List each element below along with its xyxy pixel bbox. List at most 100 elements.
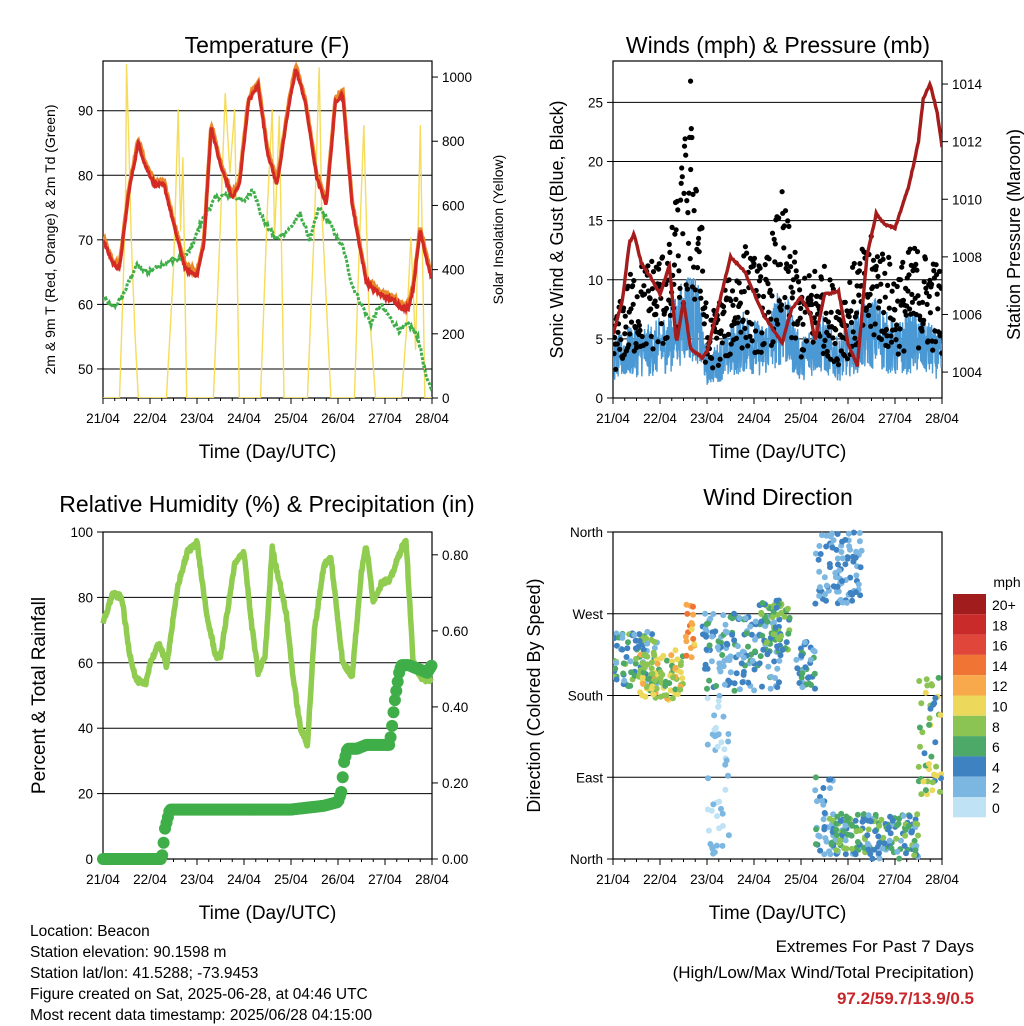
direction-point <box>713 842 720 849</box>
direction-point <box>916 724 923 731</box>
direction-point <box>848 832 855 839</box>
direction-point <box>815 556 822 563</box>
station-info: Location: Beacon Station elevation: 90.1… <box>30 921 372 1026</box>
direction-point <box>719 810 726 817</box>
direction-point <box>714 743 721 750</box>
gust-point <box>671 262 678 268</box>
direction-point <box>875 833 882 840</box>
gust-point <box>659 254 666 260</box>
gust-point <box>688 126 694 132</box>
direction-point <box>679 675 686 682</box>
direction-point <box>929 787 936 794</box>
direction-point <box>639 674 646 681</box>
y-right-tick-label: 0.20 <box>442 776 468 791</box>
gust-point <box>675 253 681 259</box>
gust-point <box>822 337 828 343</box>
gust-point <box>870 257 877 263</box>
gust-point <box>738 329 744 335</box>
direction-point <box>735 651 742 658</box>
direction-point <box>747 623 754 630</box>
precip-point <box>425 659 438 672</box>
direction-point <box>690 611 697 618</box>
direction-point <box>821 824 828 830</box>
direction-point <box>683 638 690 645</box>
direction-point <box>670 674 677 681</box>
direction-point <box>902 832 909 839</box>
direction-point <box>812 787 819 794</box>
gust-point <box>682 136 688 142</box>
gust-point <box>636 322 643 328</box>
direction-point <box>711 712 718 719</box>
direction-point <box>649 670 656 677</box>
gust-point <box>719 340 725 346</box>
rh-plot-area <box>97 537 438 865</box>
y-tick-label: 5 <box>595 332 603 347</box>
gust-point <box>684 198 690 204</box>
direction-point <box>930 701 937 708</box>
x-tick-label: 26/04 <box>831 411 865 426</box>
direction-point <box>858 547 865 554</box>
direction-point <box>644 653 651 660</box>
direction-point <box>845 530 852 537</box>
legend-label: 0 <box>992 800 1000 816</box>
gust-point <box>733 335 740 341</box>
y-tick-label: East <box>576 770 603 785</box>
gust-point <box>890 317 896 323</box>
gust-point <box>899 264 905 270</box>
direction-point <box>821 574 828 581</box>
direction-point <box>620 660 627 667</box>
gust-point <box>676 294 683 300</box>
direction-point <box>648 659 655 666</box>
gust-point <box>832 340 838 347</box>
gust-point <box>938 331 942 337</box>
gust-point <box>650 346 656 352</box>
direction-point <box>764 639 770 646</box>
gust-point <box>866 302 873 308</box>
direction-point <box>922 689 929 696</box>
direction-point <box>903 850 909 857</box>
x-tick-label: 28/04 <box>415 411 449 426</box>
gust-point <box>848 308 854 314</box>
gust-point <box>773 317 780 323</box>
direction-plot-area <box>613 529 945 862</box>
gust-point <box>905 288 911 294</box>
gust-point <box>797 287 803 293</box>
gust-point <box>906 272 912 278</box>
direction-point <box>669 658 676 665</box>
y-right-tick-label: 1008 <box>952 250 982 265</box>
gust-point <box>820 350 826 357</box>
gust-point <box>626 342 632 348</box>
gust-point <box>896 343 903 349</box>
gust-point <box>621 352 627 358</box>
gust-point <box>728 298 734 304</box>
gust-point <box>760 293 767 300</box>
direction-point <box>663 692 670 699</box>
gust-point <box>903 312 909 318</box>
gust-point <box>769 230 776 236</box>
direction-point <box>909 828 915 835</box>
gust-point <box>798 305 804 311</box>
gust-point <box>871 332 877 338</box>
direction-point <box>705 775 712 782</box>
direction-point <box>640 669 647 676</box>
direction-point <box>905 823 912 830</box>
gust-point <box>718 328 724 334</box>
direction-point <box>731 610 737 617</box>
direction-point <box>834 813 841 820</box>
gust-point <box>922 256 929 262</box>
gust-point <box>808 297 814 303</box>
direction-point <box>853 548 860 555</box>
direction-point <box>875 850 882 857</box>
direction-point <box>839 538 846 545</box>
gust-point <box>781 245 787 251</box>
gust-point <box>692 296 698 302</box>
direction-point <box>894 848 901 855</box>
gust-point <box>828 309 834 315</box>
gust-point <box>880 256 886 262</box>
gust-point <box>690 191 696 197</box>
direction-point <box>714 813 720 820</box>
direction-point <box>745 679 752 686</box>
gust-point <box>842 299 848 305</box>
gust-point <box>830 335 836 341</box>
x-tick-label: 25/04 <box>274 411 308 426</box>
